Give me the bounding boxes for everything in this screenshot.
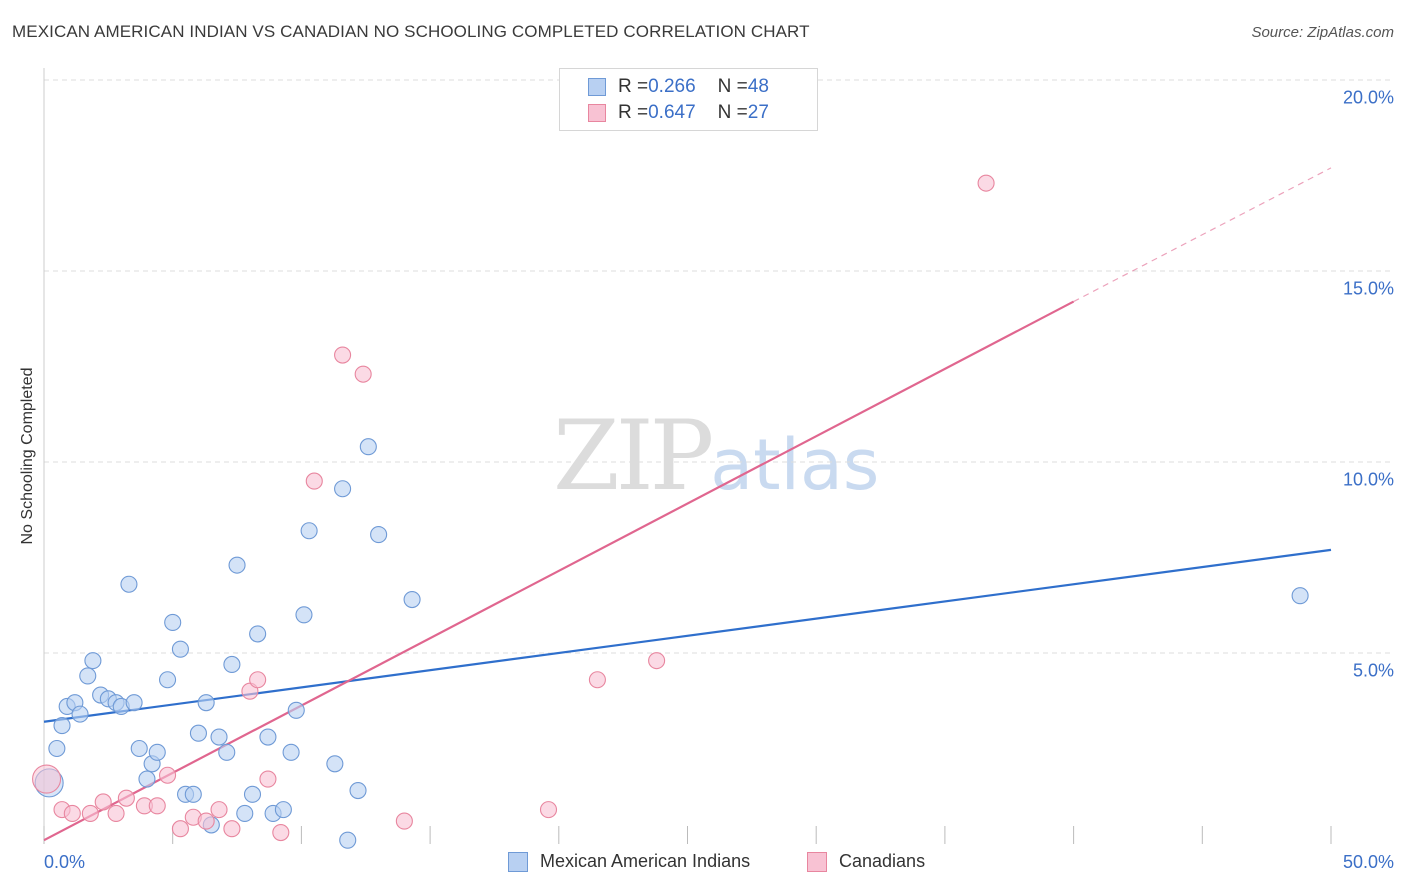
point-canadian — [588, 671, 606, 689]
legend-label: Canadians — [839, 851, 926, 871]
point-mexican — [287, 701, 305, 719]
point-canadian — [249, 671, 267, 689]
point-mexican — [1291, 587, 1309, 605]
point-canadian — [648, 652, 666, 670]
point-mexican — [184, 785, 202, 803]
point-canadian — [159, 766, 177, 784]
point-mexican — [164, 613, 182, 631]
point-mexican — [48, 739, 66, 758]
point-mexican — [326, 755, 344, 773]
chart-title: MEXICAN AMERICAN INDIAN VS CANADIAN NO S… — [12, 22, 810, 41]
point-mexican — [282, 743, 300, 761]
point-canadian — [334, 346, 352, 364]
point-mexican — [71, 705, 89, 723]
trend-lines — [43, 167, 1332, 842]
r-value: 0.647 — [648, 102, 696, 123]
point-mexican — [403, 590, 421, 609]
point-mexican — [223, 655, 241, 674]
n-label: N = — [717, 76, 748, 97]
pink-swatch — [588, 104, 606, 122]
grid-lines — [44, 79, 1391, 654]
stats-legend: R = 0.266 N = 48 R = 0.647 N = 27 — [559, 68, 818, 131]
point-canadian — [63, 804, 81, 822]
point-canadian — [395, 812, 413, 830]
legend-item-canadians[interactable]: Canadians — [807, 851, 925, 872]
point-mexican — [349, 781, 367, 800]
x-tick-min: 0.0% — [44, 852, 86, 872]
point-canadian — [977, 174, 995, 192]
point-mexican — [259, 728, 277, 746]
trend-line-canadians-extension — [1073, 167, 1332, 303]
point-mexican — [125, 694, 143, 712]
y-tick-15: 15.0% — [1342, 278, 1394, 299]
pink-swatch — [807, 851, 827, 872]
n-value: 48 — [747, 76, 769, 97]
point-canadian — [148, 797, 166, 815]
point-canadian — [223, 820, 241, 838]
n-label: N = — [717, 102, 748, 123]
point-canadian — [259, 770, 277, 788]
point-canadian — [171, 820, 189, 838]
blue-swatch — [588, 78, 606, 96]
point-canadian — [305, 472, 323, 490]
point-canadian — [94, 793, 112, 811]
point-canadian — [32, 764, 62, 794]
point-mexican — [210, 728, 228, 746]
n-value: 27 — [747, 102, 769, 123]
legend-item-mexican[interactable]: Mexican American Indians — [508, 851, 750, 872]
legend-row-mexican: R = 0.266 N = 48 — [588, 75, 769, 99]
point-mexican — [130, 739, 148, 758]
point-mexican — [189, 724, 207, 742]
point-mexican — [236, 804, 254, 822]
point-canadian — [539, 801, 558, 819]
point-mexican — [370, 526, 388, 544]
r-value: 0.266 — [648, 76, 696, 97]
point-mexican — [339, 831, 357, 849]
point-mexican — [138, 770, 156, 788]
point-mexican — [120, 575, 138, 593]
point-mexican — [171, 640, 189, 658]
point-mexican — [249, 625, 267, 643]
point-mexican — [334, 480, 352, 498]
trend-line-mexican — [43, 548, 1332, 723]
y-tick-20: 20.0% — [1342, 87, 1394, 108]
axes — [43, 68, 1332, 844]
series-legend: Mexican American Indians Canadians — [0, 851, 1406, 877]
r-label: R = — [618, 76, 649, 97]
point-canadian — [117, 789, 135, 807]
point-mexican — [228, 556, 246, 574]
watermark: ZIPatlas — [553, 400, 879, 512]
point-canadian — [107, 804, 125, 822]
point-mexican — [218, 743, 236, 761]
blue-swatch — [508, 851, 528, 872]
y-tick-5: 5.0% — [1352, 660, 1394, 681]
watermark-zip: ZIP — [553, 400, 714, 512]
watermark-atlas: atlas — [710, 424, 880, 506]
point-mexican — [274, 801, 292, 819]
point-canadian — [81, 804, 99, 822]
source-label: Source: ZipAtlas.com — [1251, 24, 1394, 41]
legend-row-canadians: R = 0.647 N = 27 — [588, 101, 769, 125]
point-mexican — [359, 438, 377, 456]
point-mexican — [300, 522, 318, 540]
r-label: R = — [618, 102, 649, 123]
trend-line-canadians — [43, 300, 1075, 842]
point-mexican — [79, 667, 97, 685]
y-tick-10: 10.0% — [1342, 469, 1394, 490]
point-mexican — [295, 606, 313, 624]
point-mexican — [53, 717, 71, 735]
point-canadian — [210, 801, 228, 819]
point-mexican — [148, 743, 166, 761]
point-mexican — [197, 694, 215, 712]
point-mexican — [243, 785, 262, 803]
point-canadian — [354, 365, 372, 383]
point-mexican — [84, 652, 102, 670]
x-tick-max: 50.0% — [1342, 852, 1394, 872]
legend-label: Mexican American Indians — [540, 851, 751, 871]
point-canadian — [272, 823, 290, 842]
point-mexican — [159, 671, 177, 689]
data-points — [32, 174, 1309, 849]
point-canadian — [197, 812, 215, 830]
